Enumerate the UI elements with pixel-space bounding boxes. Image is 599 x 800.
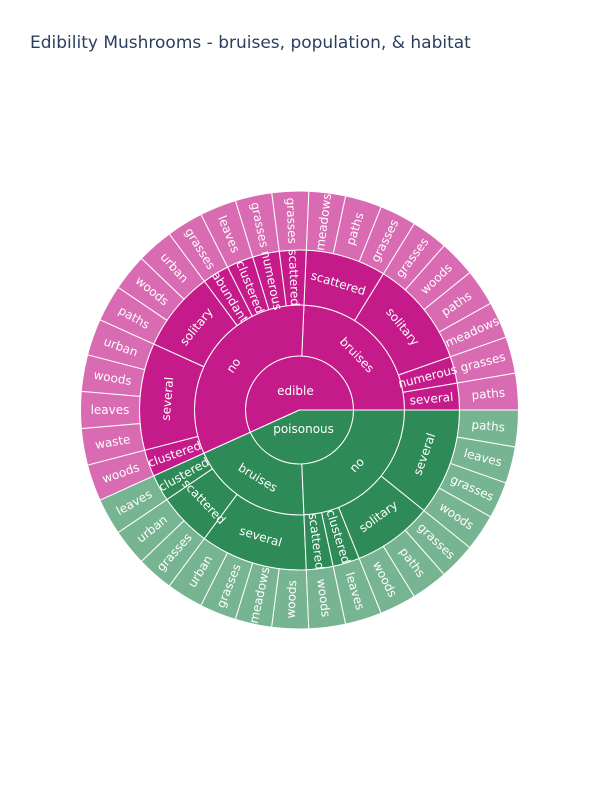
sunburst-label-edible-no-scattered-grasses-17: grasses — [283, 197, 299, 244]
sunburst-label-edible-no-scattered-16: scattered — [286, 249, 302, 306]
chart-title: Edibility Mushrooms - bruises, populatio… — [30, 33, 471, 53]
sunburst-label-poisonous-35: poisonous — [273, 422, 334, 436]
sunburst-label-edible-no-several-28: several — [159, 376, 177, 421]
sunburst-label-edible-bruises-several-paths-3: paths — [471, 386, 506, 403]
sunburst-segment-poisonous-no-several-paths-60[interactable] — [456, 409, 520, 448]
sunburst-label-edible-no-several-waste-32: waste — [94, 432, 131, 452]
sunburst-label-poisonous-no-scattered-woods-49: woods — [314, 578, 333, 618]
sunburst-label-edible-0: edible — [277, 384, 314, 398]
sunburst-label-poisonous-bruises-several-woods-46: woods — [284, 580, 300, 619]
sunburst-label-edible-no-several-leaves-31: leaves — [91, 403, 130, 417]
sunburst-label-edible-no-several-woods-30: woods — [93, 368, 133, 388]
sunburst-label-poisonous-no-several-paths-60: paths — [471, 418, 506, 435]
sunburst-label-edible-bruises-several-2: several — [409, 390, 454, 408]
sunburst-label-edible-no-15: no — [224, 355, 244, 375]
